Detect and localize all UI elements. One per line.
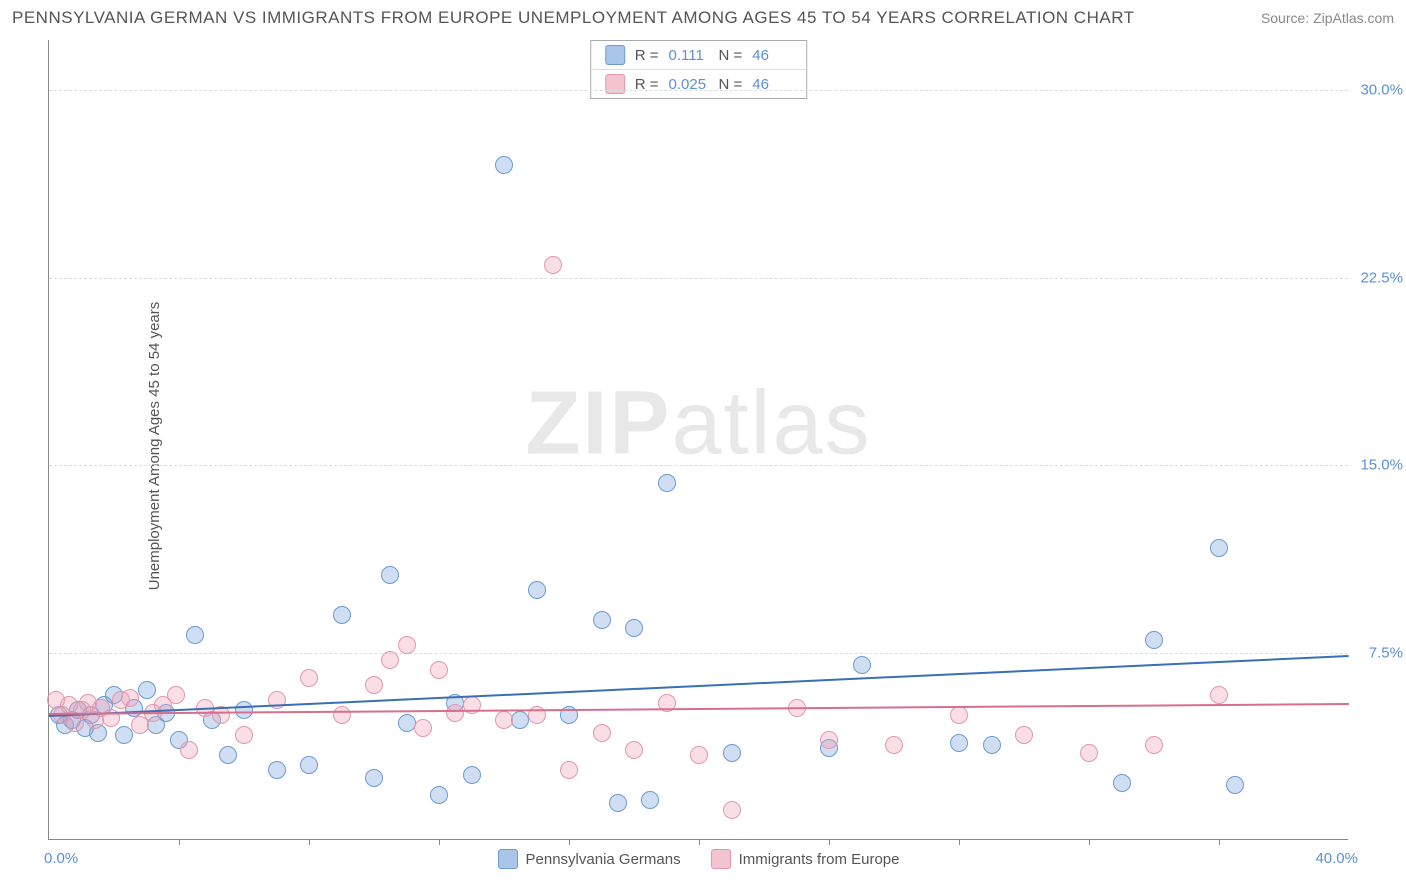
scatter-point [560,761,578,779]
scatter-point [235,701,253,719]
scatter-point [414,719,432,737]
x-tick [179,839,180,845]
y-tick-label: 7.5% [1369,644,1403,661]
legend-swatch [605,45,625,65]
scatter-point [1145,631,1163,649]
gridline [49,278,1348,279]
scatter-point [1145,736,1163,754]
scatter-point [1210,686,1228,704]
stat-n-value: 46 [752,47,792,64]
scatter-point [180,741,198,759]
scatter-point [625,619,643,637]
scatter-point [528,581,546,599]
scatter-point [723,801,741,819]
scatter-point [365,676,383,694]
chart-title: PENNSYLVANIA GERMAN VS IMMIGRANTS FROM E… [12,8,1135,28]
scatter-point [300,756,318,774]
scatter-point [1015,726,1033,744]
x-tick [829,839,830,845]
x-tick [699,839,700,845]
scatter-point [398,714,416,732]
stat-r-label: R = [635,47,659,64]
scatter-point [950,734,968,752]
scatter-point [381,566,399,584]
watermark-bold: ZIP [525,373,671,473]
scatter-point [495,156,513,174]
legend-item: Immigrants from Europe [711,849,900,869]
x-axis-min-label: 0.0% [44,850,78,867]
scatter-point [430,786,448,804]
scatter-point [885,736,903,754]
x-tick [1089,839,1090,845]
scatter-point [983,736,1001,754]
scatter-point [723,744,741,762]
scatter-point [690,746,708,764]
scatter-point [430,661,448,679]
legend-label: Pennsylvania Germans [526,851,681,868]
title-bar: PENNSYLVANIA GERMAN VS IMMIGRANTS FROM E… [12,8,1394,28]
scatter-point [365,769,383,787]
scatter-point [641,791,659,809]
scatter-point [544,256,562,274]
legend-swatch [605,74,625,94]
legend-label: Immigrants from Europe [739,851,900,868]
stats-legend-row: R =0.025N =46 [591,69,807,98]
scatter-point [625,741,643,759]
scatter-point [609,794,627,812]
x-axis-max-label: 40.0% [1315,850,1358,867]
scatter-point [333,606,351,624]
y-tick-label: 30.0% [1360,82,1403,99]
scatter-point [333,706,351,724]
scatter-point [593,611,611,629]
x-tick [439,839,440,845]
scatter-point [186,626,204,644]
scatter-point [1080,744,1098,762]
scatter-plot-area: ZIPatlas R =0.111N =46R =0.025N =46 Penn… [48,40,1348,840]
scatter-point [300,669,318,687]
gridline [49,465,1348,466]
scatter-point [219,746,237,764]
scatter-point [268,761,286,779]
scatter-point [138,681,156,699]
scatter-point [235,726,253,744]
x-tick [1219,839,1220,845]
y-tick-label: 15.0% [1360,457,1403,474]
scatter-point [1113,774,1131,792]
scatter-point [121,689,139,707]
scatter-point [115,726,133,744]
legend-item: Pennsylvania Germans [498,849,681,869]
scatter-point [463,766,481,784]
legend-swatch [711,849,731,869]
scatter-point [593,724,611,742]
scatter-point [658,474,676,492]
scatter-point [446,704,464,722]
legend-swatch [498,849,518,869]
x-tick [309,839,310,845]
scatter-point [167,686,185,704]
watermark-light: atlas [671,373,871,473]
source-label: Source: ZipAtlas.com [1261,10,1394,26]
scatter-point [853,656,871,674]
scatter-point [1226,776,1244,794]
scatter-point [398,636,416,654]
scatter-point [950,706,968,724]
scatter-point [1210,539,1228,557]
stats-legend-row: R = 0.111 N = 46 [591,41,807,69]
watermark: ZIPatlas [525,372,871,475]
gridline [49,653,1348,654]
gridline [49,90,1348,91]
x-tick [959,839,960,845]
scatter-point [820,731,838,749]
y-tick-label: 22.5% [1360,269,1403,286]
x-tick [569,839,570,845]
scatter-point [495,711,513,729]
stat-n-label: N = [719,47,743,64]
stat-r-value: 0.111 [669,47,709,64]
scatter-point [381,651,399,669]
bottom-legend: Pennsylvania Germans Immigrants from Euro… [498,849,900,869]
